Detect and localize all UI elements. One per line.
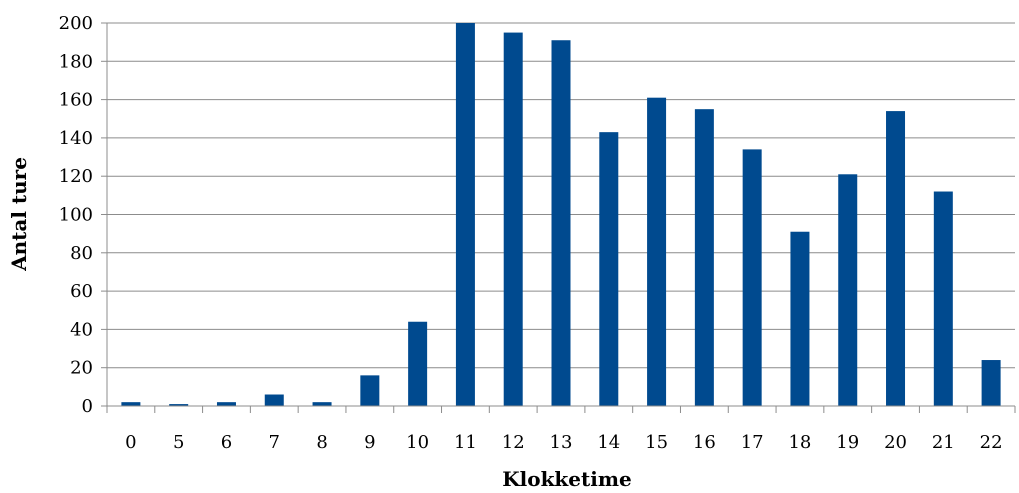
bar: [216, 402, 236, 406]
bar: [694, 109, 714, 407]
bar: [503, 32, 523, 406]
x-tick-label: 15: [645, 432, 668, 453]
bar: [121, 402, 141, 406]
bar: [838, 174, 858, 406]
bar: [551, 40, 571, 407]
y-tick-label: 160: [59, 90, 93, 111]
y-tick-label: 100: [59, 205, 93, 226]
x-tick-label: 13: [550, 432, 573, 453]
axes: [106, 23, 1016, 413]
y-tick-label: 200: [59, 13, 93, 34]
bar: [264, 394, 284, 406]
bar: [886, 111, 906, 406]
y-axis-title: Antal ture: [7, 157, 31, 272]
y-tick-label: 80: [70, 243, 93, 264]
x-tick-label: 22: [980, 432, 1003, 453]
x-tick-label: 10: [406, 432, 429, 453]
y-tick-label: 60: [70, 281, 93, 302]
bar: [742, 149, 762, 406]
bar: [360, 375, 380, 406]
y-tick-label: 20: [70, 358, 93, 379]
x-tick-label: 21: [932, 432, 955, 453]
x-tick-label: 7: [269, 432, 280, 453]
bar: [599, 132, 619, 406]
x-tick-label: 11: [454, 432, 477, 453]
bar: [312, 402, 332, 406]
bar: [408, 321, 428, 406]
x-tick-label: 19: [836, 432, 859, 453]
bars: [121, 23, 1001, 407]
bar: [647, 97, 667, 406]
y-tick-labels: 0 20 40 60 80 100 120 140 160 180 200: [59, 13, 93, 417]
x-tick-label: 20: [884, 432, 907, 453]
x-tick-label: 18: [788, 432, 811, 453]
bar: [169, 404, 189, 406]
bar: [933, 191, 953, 406]
x-tick-label: 9: [364, 432, 375, 453]
x-tick-label: 8: [316, 432, 327, 453]
x-tick-label: 0: [125, 432, 136, 453]
x-axis-title: Klokketime: [502, 467, 631, 491]
bar: [981, 360, 1001, 406]
x-tick-label: 17: [741, 432, 764, 453]
x-tick-label: 6: [221, 432, 232, 453]
x-tick-label: 12: [502, 432, 525, 453]
y-tick-label: 180: [59, 51, 93, 72]
x-tick-label: 5: [173, 432, 184, 453]
y-tick-label: 40: [70, 319, 93, 340]
y-tick-label: 120: [59, 166, 93, 187]
x-tick-label: 16: [693, 432, 716, 453]
bar: [790, 231, 810, 406]
y-tick-label: 140: [59, 128, 93, 149]
bar: [455, 23, 475, 406]
y-tick-label: 0: [82, 396, 93, 417]
x-tick-labels: 0 5 6 7 8 9 10 11 12 13 14 15 16 17 18 19 20 21 22: [125, 432, 1002, 453]
x-tick-label: 14: [597, 432, 620, 453]
